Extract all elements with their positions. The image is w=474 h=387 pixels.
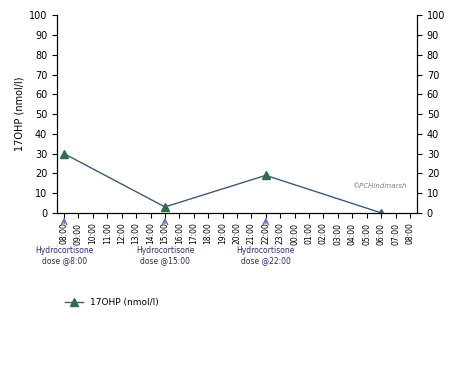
Text: ©PCHindmarsh: ©PCHindmarsh xyxy=(352,183,406,189)
Legend: 17OHP (nmol/l): 17OHP (nmol/l) xyxy=(62,295,163,311)
Y-axis label: 17OHP (nmol/l): 17OHP (nmol/l) xyxy=(15,77,25,151)
Text: Hydrocortisone
dose @8:00: Hydrocortisone dose @8:00 xyxy=(35,246,93,265)
Text: Hydrocortisone
dose @22:00: Hydrocortisone dose @22:00 xyxy=(237,246,295,265)
Text: Hydrocortisone
dose @15:00: Hydrocortisone dose @15:00 xyxy=(136,246,194,265)
